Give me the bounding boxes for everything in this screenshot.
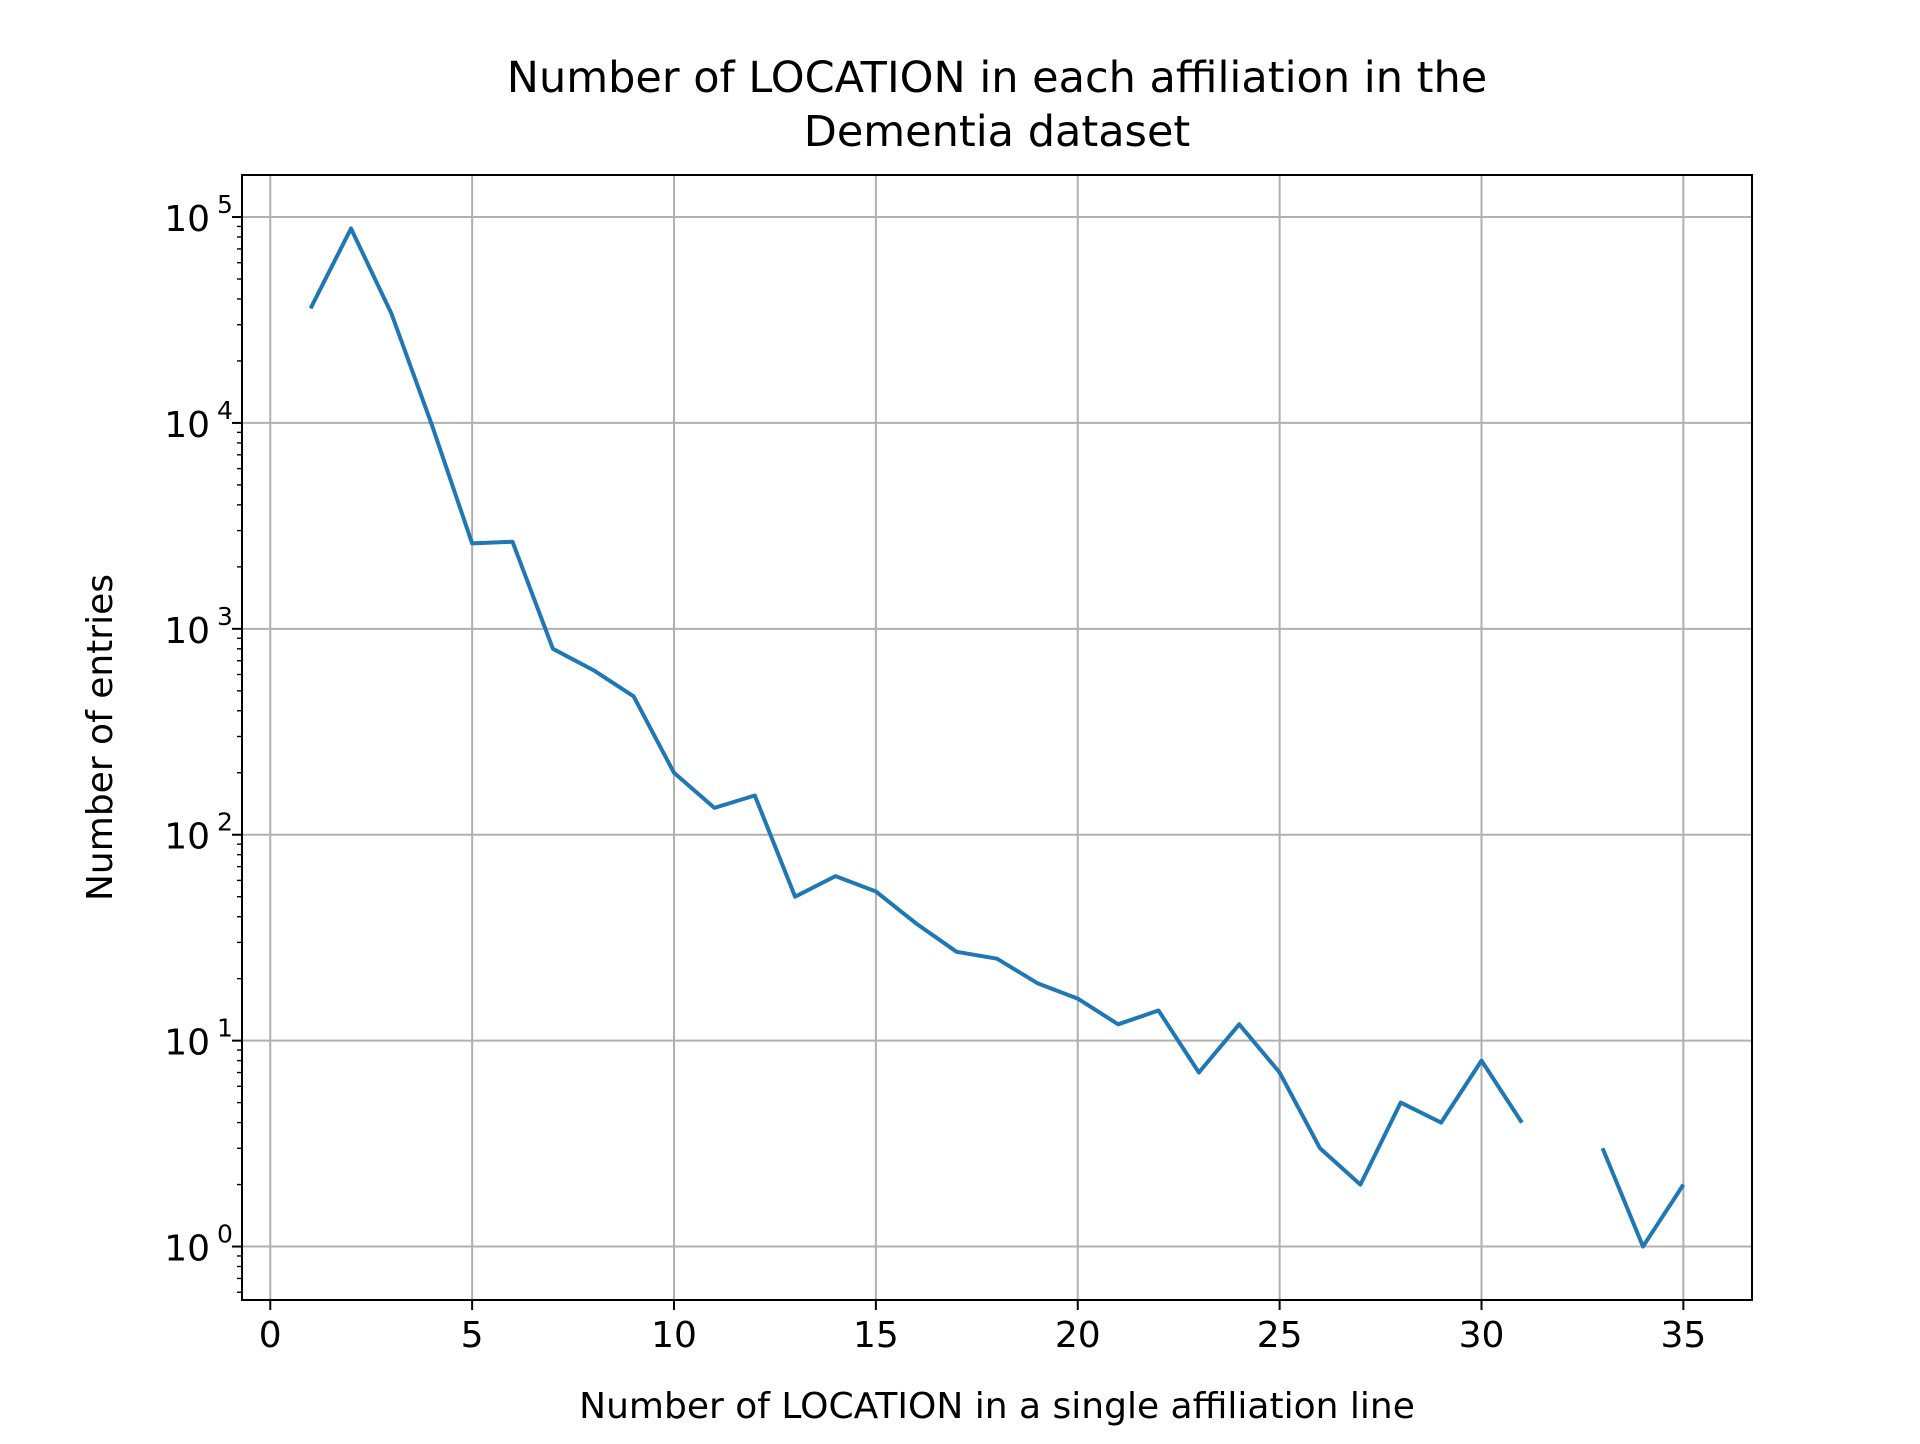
y-tick-label: 10: [164, 611, 210, 652]
x-tick-label: 25: [1257, 1315, 1303, 1356]
y-tick-label: 10: [164, 817, 210, 858]
y-tick-label-exponent: 1: [217, 1014, 233, 1043]
y-tick-label-exponent: 5: [217, 190, 233, 219]
grid: [242, 175, 1752, 1300]
y-tick-label-exponent: 4: [217, 396, 233, 425]
chart-title-line-1: Number of LOCATION in each affiliation i…: [507, 53, 1487, 103]
x-tick-labels: 0 5 10 15 20 25 30 35: [259, 1315, 1706, 1356]
y-tick-label: 10: [164, 1023, 210, 1064]
series-layer: [308, 226, 1686, 1249]
y-tick-label-exponent: 2: [217, 808, 233, 837]
y-tick-label-exponent: 3: [217, 602, 233, 631]
y-tick-label-exponent: 0: [217, 1220, 233, 1249]
plot-frame: [241, 174, 1753, 1301]
x-tick-label: 0: [259, 1315, 282, 1356]
chart-title-line-2: Dementia dataset: [804, 107, 1191, 157]
x-tick-label: 15: [853, 1315, 899, 1356]
x-tick-label: 35: [1660, 1315, 1706, 1356]
y-tick-label: 10: [164, 1229, 210, 1270]
series-line-segment: [1600, 1147, 1686, 1249]
y-axis-label: Number of entries: [80, 574, 121, 901]
major-ticks: [232, 216, 1685, 1310]
x-tick-label: 10: [651, 1315, 697, 1356]
x-tick-label: 5: [461, 1315, 484, 1356]
x-tick-label: 20: [1055, 1315, 1101, 1356]
x-axis-label: Number of LOCATION in a single affiliati…: [579, 1386, 1415, 1427]
y-tick-label: 10: [164, 199, 210, 240]
x-tick-label: 30: [1459, 1315, 1505, 1356]
y-tick-label: 10: [164, 405, 210, 446]
series-line-segment: [308, 226, 1524, 1187]
